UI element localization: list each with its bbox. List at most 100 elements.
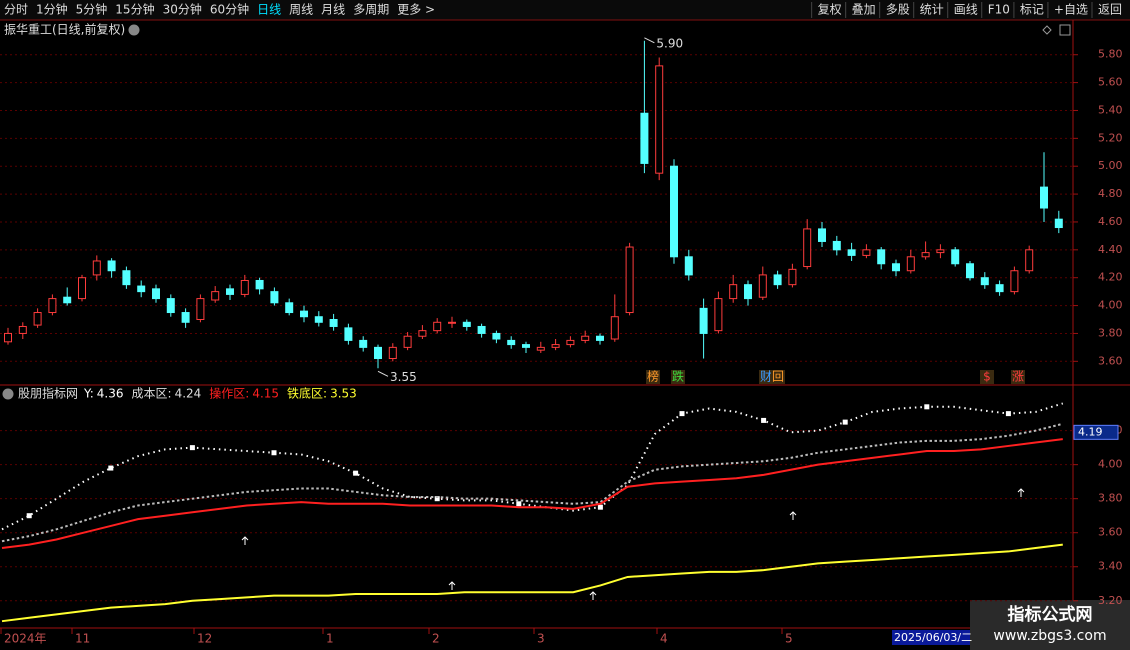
event-marker-bg[interactable] <box>759 370 773 384</box>
date-label: 12 <box>197 632 212 646</box>
toolbar-button[interactable]: 多股 <box>886 3 910 17</box>
panel-icon[interactable] <box>1059 24 1071 36</box>
candle-body <box>877 249 886 265</box>
candle-body <box>995 284 1004 293</box>
candle-body <box>699 307 708 334</box>
candle-body <box>847 249 856 256</box>
line-point <box>516 501 522 507</box>
candle-body <box>640 112 649 164</box>
line-point <box>1005 411 1011 417</box>
event-marker[interactable]: $ <box>983 370 991 384</box>
event-marker[interactable]: 回 <box>772 370 784 384</box>
toolbar-button[interactable]: 统计 <box>920 3 944 17</box>
candle-body <box>374 346 382 360</box>
toolbar-button[interactable]: 复权 <box>818 3 842 17</box>
y-tick-label: 3.80 <box>1098 492 1123 505</box>
candle-body <box>92 260 101 276</box>
y-tick-label: 3.80 <box>1098 326 1123 339</box>
candle-body <box>63 296 72 304</box>
candle-body <box>758 274 767 298</box>
candle-body <box>951 249 960 265</box>
period-tab[interactable]: 多周期 <box>353 3 389 17</box>
candle-body <box>448 321 456 324</box>
y-tick-label: 5.80 <box>1098 48 1123 61</box>
period-tab[interactable]: 分时 <box>4 3 28 17</box>
candle-body <box>1040 186 1048 209</box>
diamond-icon[interactable] <box>1042 25 1052 35</box>
signal-arrow <box>448 581 456 590</box>
period-tab[interactable]: 5分钟 <box>76 2 108 17</box>
candle-body <box>729 284 738 300</box>
y-tick-label: 4.00 <box>1098 458 1123 471</box>
period-tab[interactable]: 30分钟 <box>163 2 202 17</box>
period-tab[interactable]: 1分钟 <box>36 2 68 17</box>
candle-body <box>803 228 812 268</box>
candle-body <box>270 291 279 304</box>
date-label: 3 <box>537 632 545 646</box>
candle-body <box>610 316 619 340</box>
legend-name: 铁底区: <box>287 386 327 401</box>
candle-body <box>314 316 323 323</box>
event-marker[interactable]: 榜 <box>647 369 659 384</box>
legend-name: 操作区: <box>209 386 249 401</box>
event-marker-bg[interactable] <box>1011 370 1025 384</box>
y-tick-label: 4.20 <box>1098 271 1123 284</box>
event-marker-bg[interactable] <box>771 370 785 384</box>
candle-body <box>48 298 57 314</box>
candle-body <box>862 249 871 256</box>
candle-body <box>1010 270 1019 293</box>
toolbar-button[interactable]: F10 <box>988 3 1010 17</box>
toolbar-button[interactable]: 标记 <box>1020 3 1044 17</box>
candle-body <box>403 335 412 348</box>
candle-body <box>966 263 974 279</box>
event-marker-bg[interactable] <box>980 370 994 384</box>
dropdown-icon[interactable] <box>2 388 14 400</box>
indicator-line <box>1 438 1063 550</box>
candle-body <box>418 330 427 337</box>
y-tick-label: 5.20 <box>1098 131 1123 144</box>
event-marker[interactable]: 涨 <box>1012 369 1024 384</box>
line-point <box>189 445 195 451</box>
annotation-pointer <box>377 370 389 377</box>
period-tab[interactable]: 60分钟 <box>210 2 249 17</box>
line-point <box>761 417 767 423</box>
cursor-date-box <box>892 630 970 645</box>
period-tab[interactable]: 月线 <box>321 3 345 17</box>
legend-value: 4.36 <box>97 387 124 401</box>
panel-title: 振华重工(日线,前复权) <box>4 22 125 37</box>
period-tab[interactable]: 15分钟 <box>115 2 154 17</box>
candle-body <box>714 298 723 332</box>
annotation-label: 5.90 <box>656 36 683 50</box>
candle-body <box>684 256 693 276</box>
toolbar-button[interactable]: 画线 <box>954 3 978 17</box>
dropdown-icon[interactable] <box>128 24 140 36</box>
toolbar-button[interactable]: 返回 <box>1098 3 1122 17</box>
candle-body <box>536 346 545 351</box>
candle-body <box>773 274 782 286</box>
toolbar-button[interactable]: +自选 <box>1054 3 1088 17</box>
period-tab[interactable]: 周线 <box>289 3 313 17</box>
date-label: 11 <box>75 632 90 646</box>
candle-body <box>285 302 294 314</box>
event-marker-bg[interactable] <box>671 370 685 384</box>
candle-body <box>462 321 471 327</box>
line-point <box>271 450 277 456</box>
event-marker[interactable]: 跌 <box>672 369 684 384</box>
event-marker-bg[interactable] <box>646 370 660 384</box>
candle-body <box>832 240 841 251</box>
period-tab[interactable]: 日线 <box>257 3 281 17</box>
candle-body <box>18 325 27 334</box>
candle-body <box>892 263 900 272</box>
candle-body <box>936 249 945 254</box>
line-point <box>108 465 114 471</box>
event-marker[interactable]: 财 <box>760 370 772 384</box>
candle-body <box>166 298 175 314</box>
y-tick-label: 3.40 <box>1098 560 1123 573</box>
period-tab[interactable]: 更多 > <box>397 3 435 17</box>
line-point <box>434 496 440 502</box>
legend-name: 成本区: <box>132 387 172 401</box>
toolbar-button[interactable]: 叠加 <box>852 3 876 17</box>
candle-body <box>33 312 42 326</box>
